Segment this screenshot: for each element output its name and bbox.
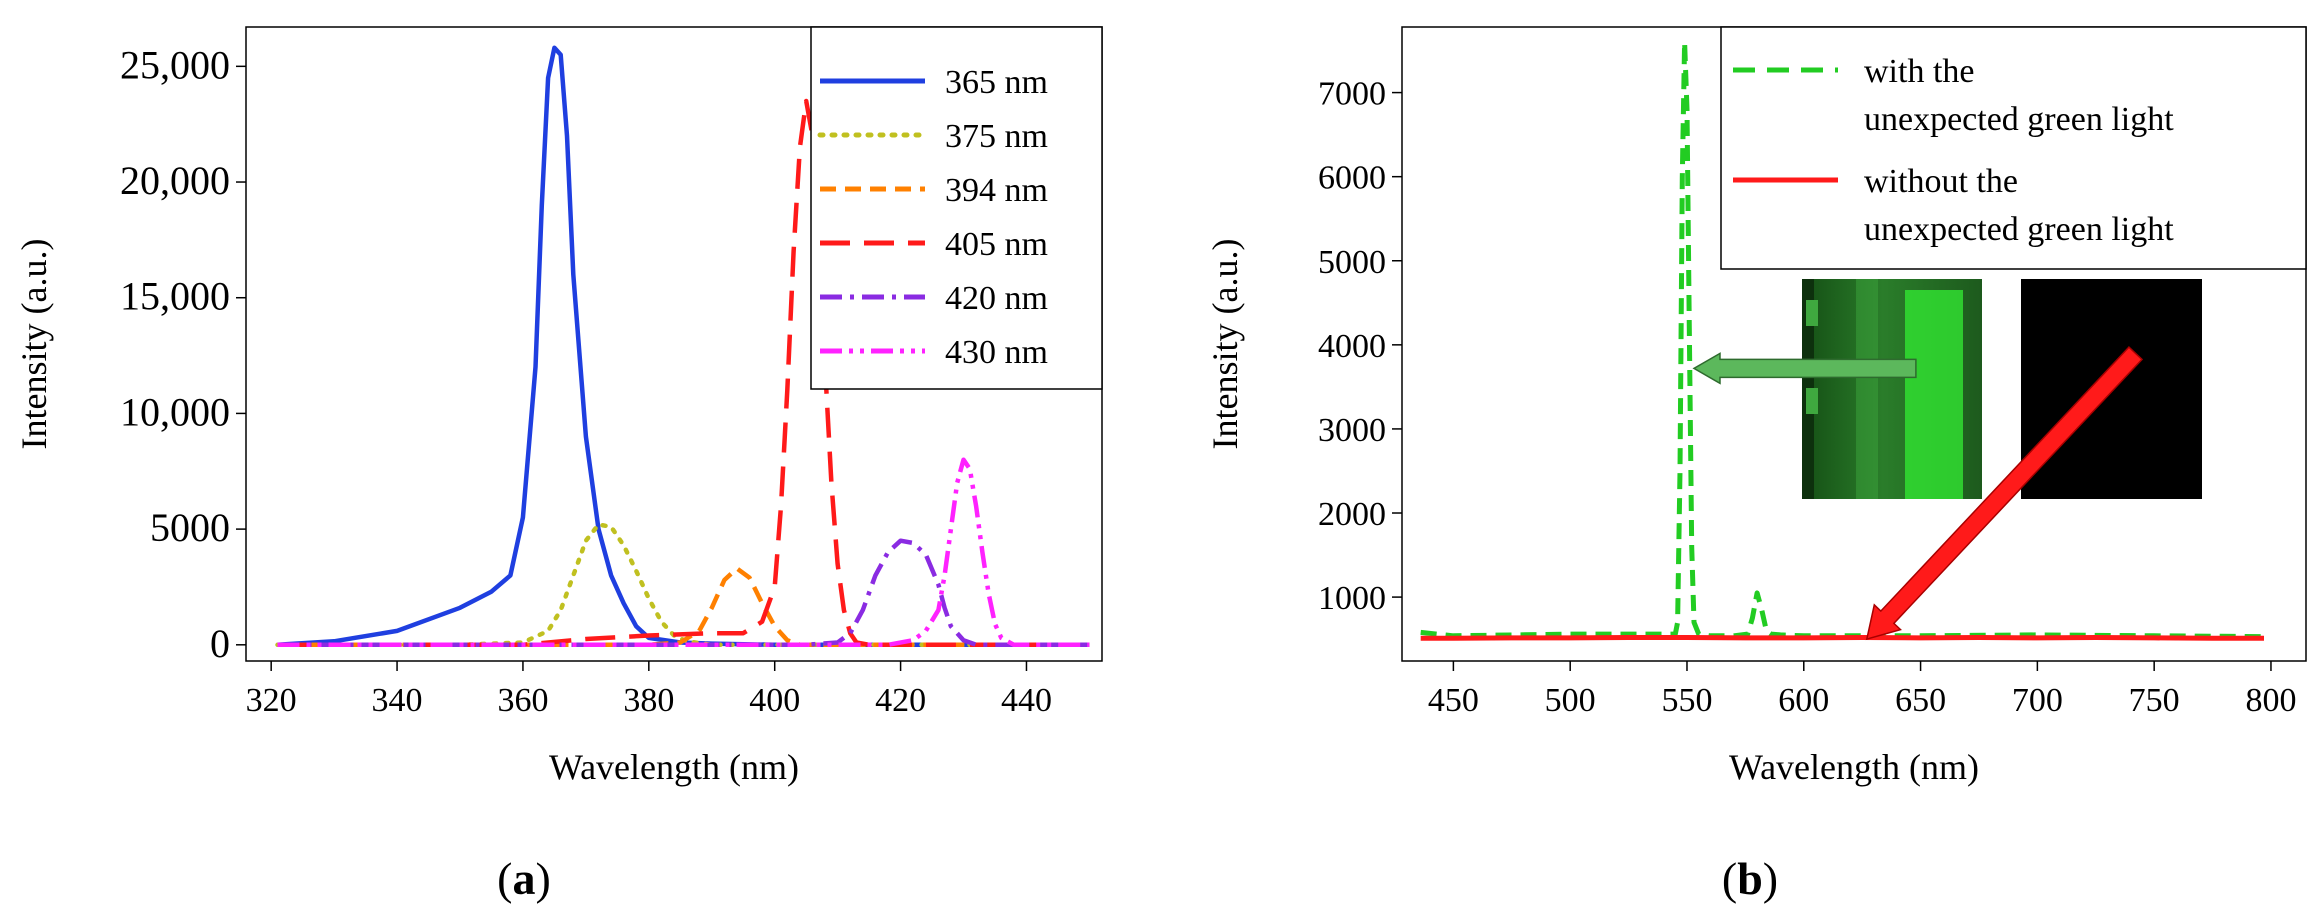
a-y-tick-label: 5000 — [150, 505, 230, 550]
b-legend-box — [1720, 26, 2307, 270]
a-legend-label: 394 nm — [945, 172, 1048, 209]
a-x-tick-label: 380 — [623, 682, 674, 719]
a-x-tick-label: 340 — [372, 682, 423, 719]
b-legend-label-line2: unexpected green light — [1864, 211, 2174, 248]
b-y-tick-label: 4000 — [1318, 328, 1386, 365]
b-series-line-1 — [1420, 635, 2264, 641]
b-y-tick-label: 1000 — [1318, 580, 1386, 617]
a-legend-label: 420 nm — [945, 280, 1048, 317]
panel-a-letter: a — [513, 853, 536, 904]
a-legend: 365 nm 375 nm 394 nm 405 nm 420 nm 430 nm — [810, 26, 1103, 390]
panel-b-letter: b — [1737, 853, 1763, 904]
red-arrow — [1865, 346, 2144, 641]
b-x-axis-title: Wavelength (nm) — [1729, 747, 1979, 787]
green-arrow — [1692, 352, 1917, 385]
b-x-tick-label: 750 — [2129, 682, 2180, 719]
a-series-line-4 — [277, 538, 1090, 648]
green-photo-mark-1 — [1806, 300, 1818, 326]
a-y-tick-label: 25,000 — [120, 42, 230, 87]
a-x-tick-label: 400 — [749, 682, 800, 719]
panel-b-label: (b) — [1722, 853, 1778, 904]
a-y-axis-title: Intensity (a.u.) — [14, 239, 54, 450]
a-series-line-2 — [277, 566, 1090, 648]
a-y-tick-label: 20,000 — [120, 158, 230, 203]
a-x-tick-label: 320 — [246, 682, 297, 719]
a-legend-label: 405 nm — [945, 226, 1048, 263]
b-legend-label: with the — [1864, 53, 1974, 90]
b-y-tick-label: 2000 — [1318, 496, 1386, 533]
a-series-line-5 — [277, 457, 1090, 648]
a-legend-label: 365 nm — [945, 64, 1048, 101]
b-legend: with the unexpected green light without th… — [1720, 26, 2307, 270]
a-y-tick-label: 0 — [210, 621, 230, 666]
a-legend-box — [810, 26, 1103, 390]
b-legend-label-line2: unexpected green light — [1864, 101, 2174, 138]
b-y-tick-label: 7000 — [1318, 76, 1386, 113]
a-x-axis-title: Wavelength (nm) — [549, 747, 799, 787]
b-legend-label: without the — [1864, 163, 2018, 200]
b-y-tick-label: 6000 — [1318, 160, 1386, 197]
green-photo-bright-strip — [1905, 290, 1963, 499]
a-y-tick-label: 10,000 — [120, 389, 230, 434]
b-y-tick-label: 3000 — [1318, 412, 1386, 449]
b-y-axis-title: Intensity (a.u.) — [1205, 239, 1245, 450]
panel-a-chart: 320 340 360 380 400 420 440 0 5000 10,000 15,000 20… — [14, 26, 1103, 787]
a-legend-label: 375 nm — [945, 118, 1048, 155]
a-y-tick-label: 15,000 — [120, 274, 230, 319]
green-photo-mark-2 — [1806, 388, 1818, 414]
b-x-tick-label: 450 — [1428, 682, 1479, 719]
b-x-tick-label: 800 — [2245, 682, 2296, 719]
b-x-tick-label: 600 — [1778, 682, 1829, 719]
b-series-group — [1420, 39, 2265, 641]
a-series-group — [275, 45, 1092, 648]
a-legend-label: 430 nm — [945, 334, 1048, 371]
green-photo-band — [1856, 279, 1878, 499]
panel-b-chart: 450 500 550 600 650 700 750 800 1000 2000 3000 4000… — [1205, 26, 2307, 787]
b-x-tick-label: 700 — [2012, 682, 2063, 719]
a-series-line-0 — [277, 45, 1090, 648]
b-x-tick-label: 500 — [1545, 682, 1596, 719]
a-series-line-3 — [277, 98, 1090, 648]
b-inset-images — [1802, 279, 2202, 499]
b-series-line-0 — [1420, 39, 2265, 640]
b-x-tick-label: 550 — [1661, 682, 1712, 719]
a-x-tick-label: 440 — [1001, 682, 1052, 719]
b-arrows — [1692, 346, 2144, 641]
a-series-line-1 — [275, 522, 1092, 648]
b-y-tick-label: 5000 — [1318, 244, 1386, 281]
b-x-tick-label: 650 — [1895, 682, 1946, 719]
a-x-tick-label: 360 — [497, 682, 548, 719]
a-x-tick-label: 420 — [875, 682, 926, 719]
panel-a-label: (a) — [497, 853, 551, 904]
